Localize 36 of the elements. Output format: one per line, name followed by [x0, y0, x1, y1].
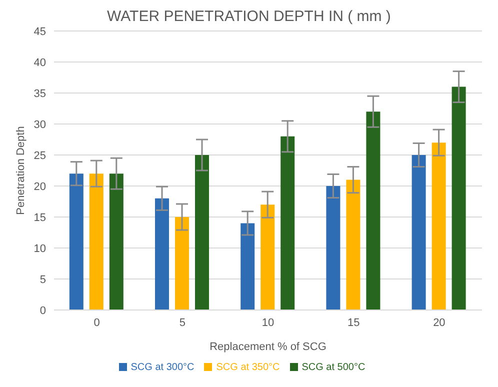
x-tick-label: 5	[179, 316, 186, 329]
y-tick-label: 10	[34, 242, 46, 255]
y-tick-label: 20	[34, 180, 46, 193]
bar	[89, 174, 104, 310]
legend-label: SCG at 350°C	[216, 362, 280, 373]
legend-label: SCG at 300°C	[130, 362, 194, 373]
chart-title: WATER PENETRATION DEPTH IN ( mm )	[106, 8, 392, 25]
bar	[260, 204, 275, 310]
bar	[280, 136, 295, 310]
y-tick-label: 40	[34, 56, 46, 69]
x-tick-label: 15	[347, 316, 360, 329]
bar	[155, 198, 170, 310]
x-tick-label: 0	[94, 316, 100, 329]
x-tick-label: 20	[433, 316, 446, 329]
legend-label: SCG at 500°C	[302, 362, 366, 373]
y-tick-label: 30	[34, 118, 46, 131]
bar	[175, 217, 190, 310]
y-tick-label: 5	[40, 274, 46, 286]
y-tick-label: 25	[34, 150, 46, 162]
bar	[412, 155, 426, 310]
bar	[452, 86, 466, 310]
bar	[346, 180, 360, 310]
y-tick-label: 0	[40, 304, 46, 317]
bar	[326, 186, 340, 310]
bar	[69, 174, 84, 310]
y-tick-label: 45	[34, 26, 46, 38]
x-tick-label: 10	[262, 316, 274, 329]
bar	[195, 155, 210, 310]
bar	[240, 223, 255, 310]
x-axis-title: Replacement % of SCG	[210, 341, 326, 353]
y-tick-label: 35	[34, 88, 46, 100]
y-tick-label: 15	[34, 212, 46, 224]
y-axis-title: Penetration Depth	[14, 126, 27, 215]
bar	[432, 142, 446, 310]
bar	[109, 174, 124, 310]
bar	[366, 112, 380, 310]
